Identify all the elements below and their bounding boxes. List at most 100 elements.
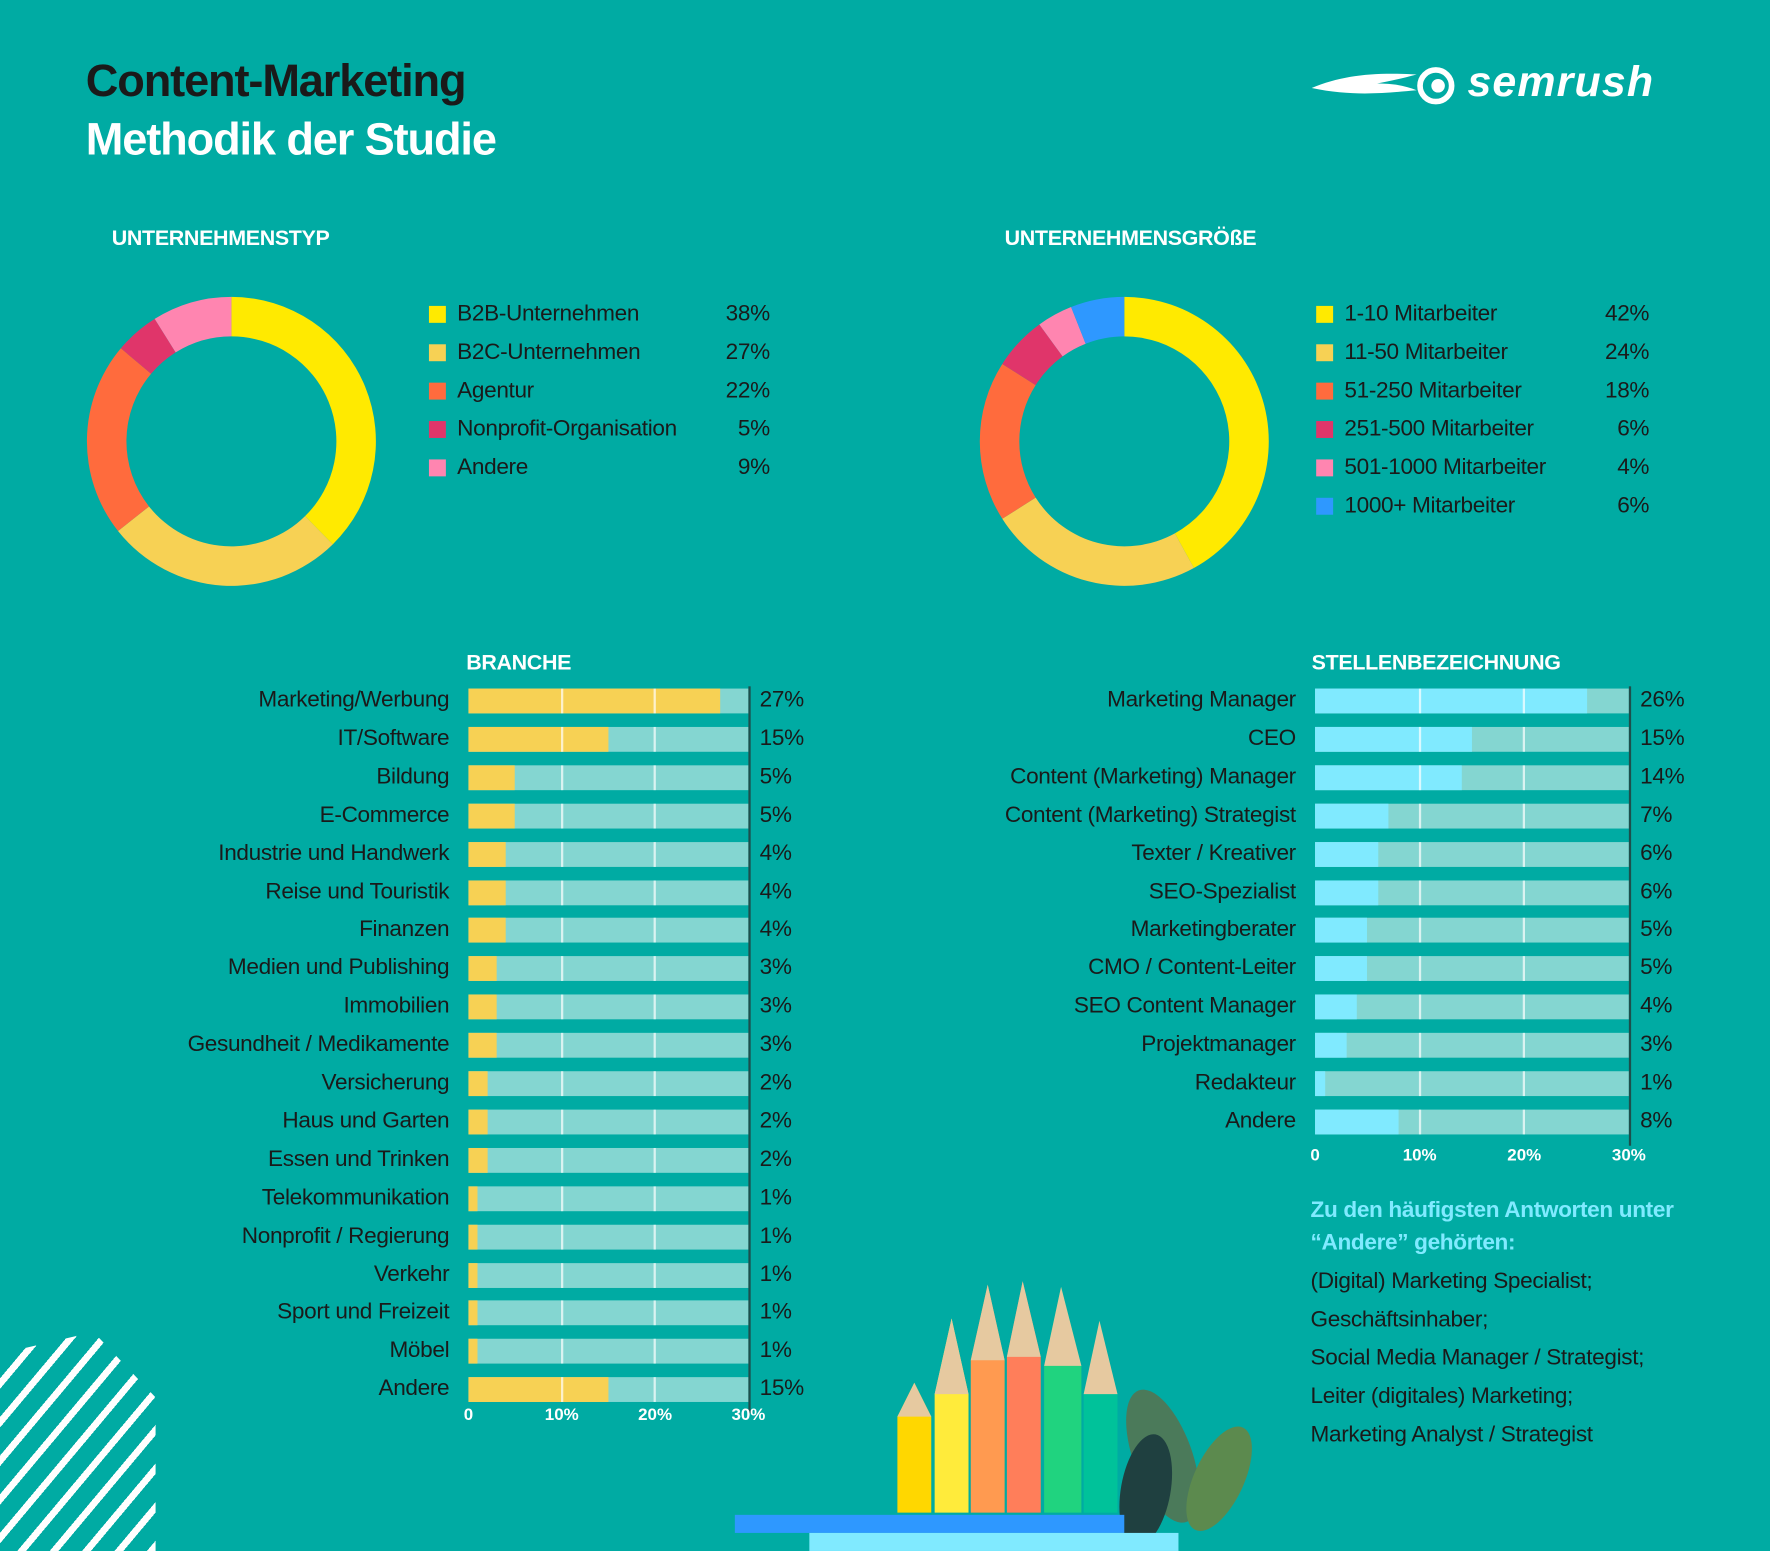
gridline — [1418, 765, 1421, 790]
legend-item: 1000+ Mitarbeiter 6% — [1316, 493, 1677, 520]
legend-label: 501-1000 Mitarbeiter — [1344, 454, 1546, 480]
legend-item: 51-250 Mitarbeiter 18% — [1316, 378, 1677, 405]
bar-label: Andere — [1225, 1108, 1296, 1134]
gridline — [560, 1071, 563, 1097]
bar — [1315, 841, 1378, 867]
bar-track — [468, 1262, 749, 1288]
bar-value-label: 6% — [1640, 840, 1673, 866]
bar — [1315, 879, 1378, 905]
bar — [468, 1339, 478, 1364]
bar-value-label: 27% — [759, 687, 805, 713]
gridline — [560, 1300, 563, 1326]
gridline — [653, 879, 657, 905]
gridline — [560, 841, 563, 867]
bar-label: Sport und Freizeit — [277, 1299, 450, 1325]
gridline — [560, 994, 563, 1020]
gridline — [1418, 879, 1421, 905]
bar-track — [468, 1300, 749, 1326]
bar-track — [1315, 688, 1629, 714]
gridline — [1523, 994, 1526, 1020]
legend-item: B2B-Unternehmen 38% — [428, 301, 790, 328]
bar-value-label: 3% — [759, 955, 792, 981]
gridline — [653, 994, 657, 1020]
legend-value: 22% — [725, 378, 771, 403]
bar — [468, 879, 506, 905]
bar — [1315, 765, 1462, 790]
gridline — [1523, 1071, 1526, 1097]
legend-label: Nonprofit-Organisation — [457, 416, 677, 442]
legend-value: 27% — [725, 339, 771, 365]
note-item: Geschäftsinhaber; — [1310, 1307, 1489, 1332]
gridline — [560, 879, 563, 905]
bar-value-label: 15% — [759, 1376, 805, 1402]
bar-label: Medien und Publishing — [227, 955, 450, 981]
bar-value-label: 4% — [759, 917, 792, 942]
bar-label: Marketingberater — [1130, 917, 1297, 942]
x-tick-label: 20% — [638, 1405, 673, 1425]
bar-track — [468, 1339, 749, 1364]
gridline — [1418, 688, 1421, 714]
bar — [468, 688, 721, 714]
donut-slice-1-10-mitarbeiter — [1124, 296, 1269, 568]
gridline — [653, 1109, 657, 1135]
x-tick-label: 10% — [544, 1405, 579, 1425]
gridline — [653, 1071, 657, 1097]
bar-value-label: 3% — [759, 993, 792, 1019]
bar-label: Marketing Manager — [1107, 687, 1296, 713]
bar-track — [468, 1377, 749, 1403]
bar — [1315, 1032, 1347, 1058]
x-tick-label: 30% — [731, 1405, 766, 1425]
bar-label: IT/Software — [337, 725, 450, 751]
bar-label: Telekommunikation — [261, 1184, 450, 1210]
bar-value-label: 3% — [1640, 1031, 1673, 1057]
bar-track — [1315, 1071, 1629, 1097]
legend-swatch — [1316, 459, 1334, 477]
bar — [468, 765, 516, 790]
bar-label: Marketing/Werbung — [258, 687, 450, 713]
gridline — [1418, 994, 1421, 1020]
bar-value-label: 26% — [1640, 687, 1685, 713]
axis-line — [748, 686, 751, 1414]
donut-unternehmenstyp — [86, 296, 1269, 586]
bar-label: Projektmanager — [1141, 1031, 1296, 1057]
legend-swatch — [428, 382, 446, 400]
bar-value-label: 4% — [759, 840, 792, 866]
gridline — [1523, 956, 1526, 982]
legend-value: 42% — [1604, 301, 1650, 327]
gridline — [1523, 765, 1526, 790]
note-item: (Digital) Marketing Specialist; — [1310, 1268, 1593, 1294]
bar-label: SEO Content Manager — [1073, 993, 1296, 1019]
legend-item: Nonprofit-Organisation 5% — [428, 416, 790, 444]
legend-label: Agentur — [457, 378, 534, 403]
legend-item: Agentur 22% — [428, 378, 790, 405]
bar-track — [468, 688, 749, 714]
legend-value: 24% — [1604, 339, 1650, 365]
bar — [468, 1109, 488, 1135]
bar-track — [468, 994, 749, 1020]
bar-value-label: 1% — [1640, 1070, 1673, 1095]
bar-value-label: 4% — [759, 878, 792, 904]
bar-value-label: 14% — [1640, 763, 1685, 789]
bar — [468, 918, 506, 943]
note-item: Marketing Analyst / Strategist — [1310, 1422, 1594, 1448]
gridline — [1418, 803, 1421, 829]
stripes-decoration — [0, 1331, 156, 1551]
bar-label: Content (Marketing) Manager — [1010, 763, 1296, 789]
gridline — [653, 726, 657, 752]
gridline — [560, 956, 563, 982]
logo-wordmark: semrush — [1467, 58, 1655, 107]
donut-slice-b2b-unternehmen — [231, 296, 376, 545]
bar — [1315, 688, 1588, 714]
gridline — [653, 956, 657, 982]
gridline — [560, 765, 563, 790]
legend-label: 1000+ Mitarbeiter — [1344, 493, 1515, 519]
bar-track — [1315, 726, 1629, 752]
legend-label: 251-500 Mitarbeiter — [1344, 416, 1534, 442]
legend-swatch — [1316, 497, 1334, 515]
legend-item: 11-50 Mitarbeiter 24% — [1316, 340, 1677, 367]
bar-track — [1315, 918, 1629, 943]
donut-slice-1000-mitarbeiter — [1071, 296, 1125, 344]
bar — [468, 841, 506, 867]
bar-track — [468, 1109, 749, 1135]
bar — [1315, 726, 1472, 752]
